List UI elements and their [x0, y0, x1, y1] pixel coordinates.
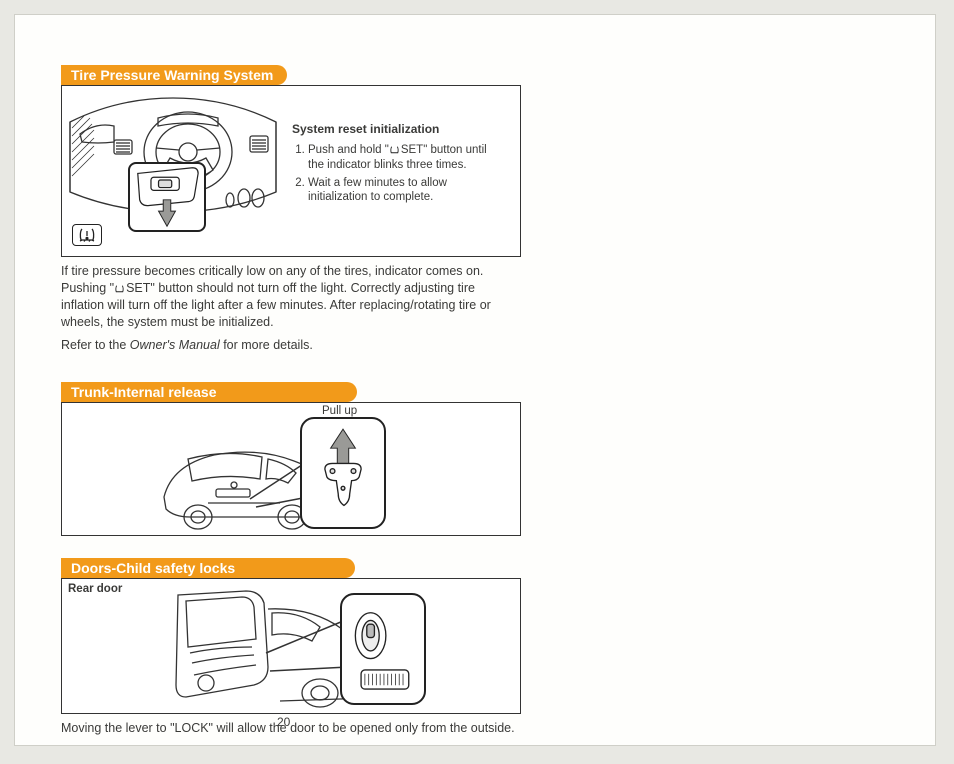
tpws-illustration: [68, 92, 278, 250]
tpws-subhead: System reset initialization: [292, 122, 492, 137]
section-title-doors: Doors-Child safety locks: [61, 558, 355, 578]
child-lock-zoom: [342, 595, 424, 703]
step1-pre: Push and hold ": [308, 144, 389, 156]
section-header-tpws: Tire Pressure Warning System: [61, 65, 521, 85]
tpws-callout: [128, 162, 206, 232]
trunk-pullup-label: Pull up: [322, 405, 357, 417]
body1-set: SET: [126, 280, 150, 297]
doors-body: Moving the lever to "LOCK" will allow th…: [61, 720, 521, 737]
panel-doors: Rear door: [61, 578, 521, 714]
page-number: 20: [277, 715, 290, 729]
section-title-tpws: Tire Pressure Warning System: [61, 65, 287, 85]
tpws-steps: Push and hold "SET" button until the ind…: [292, 143, 492, 205]
manual-page: Tire Pressure Warning System: [14, 14, 936, 746]
section-header-doors: Doors-Child safety locks: [61, 558, 521, 578]
rear-door-label: Rear door: [68, 583, 122, 595]
trunk-callout: [300, 417, 386, 529]
content-column: Tire Pressure Warning System: [61, 65, 521, 737]
pill-text: Doors-Child safety locks: [71, 560, 235, 576]
body2-pre: Refer to the: [61, 338, 130, 352]
tpws-body-1: If tire pressure becomes critically low …: [61, 263, 521, 331]
set-button-zoom: [130, 164, 204, 230]
up-arrow-icon: [331, 429, 356, 463]
tpws-step-1: Push and hold "SET" button until the ind…: [308, 143, 492, 172]
section-title-trunk: Trunk-Internal release: [61, 382, 357, 402]
panel-trunk: Pull up: [61, 402, 521, 536]
tpws-indicator-icon: [72, 224, 102, 246]
body2-em: Owner's Manual: [130, 338, 220, 352]
panel-tpws: System reset initialization Push and hol…: [61, 85, 521, 257]
glow-handle-zoom: [302, 419, 384, 527]
set-inline-icon-2: SET: [114, 280, 150, 297]
tpws-instructions: System reset initialization Push and hol…: [292, 92, 492, 250]
tire-warning-icon: [77, 227, 97, 243]
pill-text: Tire Pressure Warning System: [71, 67, 273, 83]
tpws-step-2: Wait a few minutes to allow initializati…: [308, 176, 492, 205]
step1-set: SET: [401, 143, 423, 157]
pill-text: Trunk-Internal release: [71, 384, 217, 400]
set-inline-icon: SET: [389, 143, 423, 157]
door-lock-callout: [340, 593, 426, 705]
tpws-body-2: Refer to the Owner's Manual for more det…: [61, 337, 521, 354]
section-header-trunk: Trunk-Internal release: [61, 382, 521, 402]
body2-post: for more details.: [220, 338, 313, 352]
